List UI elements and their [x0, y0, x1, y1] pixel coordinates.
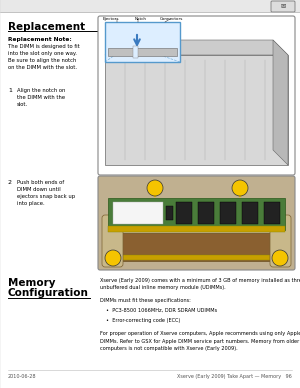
FancyBboxPatch shape: [270, 215, 291, 267]
FancyBboxPatch shape: [166, 206, 173, 220]
Text: Configuration: Configuration: [8, 288, 89, 298]
Text: DIMMs must fit these specifications:: DIMMs must fit these specifications:: [100, 298, 191, 303]
Text: Xserve (Early 2009) Take Apart — Memory   96: Xserve (Early 2009) Take Apart — Memory …: [177, 374, 292, 379]
Text: Replacement Note:: Replacement Note:: [8, 37, 72, 42]
FancyBboxPatch shape: [108, 226, 285, 232]
Text: into the slot only one way.: into the slot only one way.: [8, 51, 77, 56]
Text: DIMM down until: DIMM down until: [17, 187, 61, 192]
Text: Memory: Memory: [8, 278, 56, 288]
Text: DIMMs. Refer to GSX for Apple DIMM service part numbers. Memory from older Xserv: DIMMs. Refer to GSX for Apple DIMM servi…: [100, 338, 300, 343]
Circle shape: [232, 180, 248, 196]
Polygon shape: [273, 40, 288, 165]
Text: Replacement: Replacement: [8, 22, 85, 32]
FancyBboxPatch shape: [102, 215, 123, 267]
Text: •  PC3-8500 1066MHz, DDR SDRAM UDIMMs: • PC3-8500 1066MHz, DDR SDRAM UDIMMs: [106, 308, 217, 313]
Text: 2: 2: [278, 256, 282, 260]
Text: 2: 2: [111, 256, 115, 260]
FancyBboxPatch shape: [105, 255, 288, 260]
Polygon shape: [105, 40, 288, 55]
FancyBboxPatch shape: [108, 48, 177, 56]
FancyBboxPatch shape: [0, 0, 300, 12]
FancyBboxPatch shape: [105, 55, 288, 165]
FancyBboxPatch shape: [176, 202, 192, 224]
Circle shape: [272, 250, 288, 266]
FancyBboxPatch shape: [198, 202, 214, 224]
Text: The DIMM is designed to fit: The DIMM is designed to fit: [8, 44, 80, 49]
Text: ejectors snap back up: ejectors snap back up: [17, 194, 75, 199]
Text: Ejectors: Ejectors: [103, 17, 119, 21]
Text: 1: 1: [153, 185, 157, 191]
Text: slot.: slot.: [17, 102, 28, 107]
FancyBboxPatch shape: [105, 233, 288, 261]
FancyBboxPatch shape: [108, 198, 285, 230]
FancyBboxPatch shape: [264, 202, 280, 224]
Text: on the DIMM with the slot.: on the DIMM with the slot.: [8, 65, 77, 70]
Text: •  Error-correcting code (ECC): • Error-correcting code (ECC): [106, 318, 180, 323]
Text: computers is not compatible with Xserve (Early 2009).: computers is not compatible with Xserve …: [100, 346, 238, 351]
Text: Connectors: Connectors: [160, 17, 183, 21]
Text: unbuffered dual inline memory module (UDIMMs).: unbuffered dual inline memory module (UD…: [100, 286, 226, 291]
FancyBboxPatch shape: [98, 176, 295, 270]
Text: Notch: Notch: [135, 17, 147, 21]
Text: For proper operation of Xserve computers, Apple recommends using only Apple-appr: For proper operation of Xserve computers…: [100, 331, 300, 336]
Text: 1: 1: [8, 88, 12, 93]
Circle shape: [147, 180, 163, 196]
Text: Align the notch on: Align the notch on: [17, 88, 65, 93]
FancyBboxPatch shape: [105, 22, 180, 62]
Text: Push both ends of: Push both ends of: [17, 180, 64, 185]
Text: Xserve (Early 2009) comes with a minimum of 3 GB of memory installed as three 1 : Xserve (Early 2009) comes with a minimum…: [100, 278, 300, 283]
Text: 2: 2: [8, 180, 12, 185]
FancyBboxPatch shape: [242, 202, 258, 224]
Text: Be sure to align the notch: Be sure to align the notch: [8, 58, 76, 63]
Text: into place.: into place.: [17, 201, 45, 206]
Text: 1: 1: [238, 185, 242, 191]
FancyBboxPatch shape: [113, 202, 163, 224]
FancyBboxPatch shape: [220, 202, 236, 224]
Circle shape: [105, 250, 121, 266]
Text: ✉: ✉: [280, 4, 286, 9]
FancyBboxPatch shape: [98, 16, 295, 175]
FancyBboxPatch shape: [133, 46, 138, 58]
Text: 2010-06-28: 2010-06-28: [8, 374, 37, 379]
Text: the DIMM with the: the DIMM with the: [17, 95, 65, 100]
FancyBboxPatch shape: [271, 1, 295, 12]
